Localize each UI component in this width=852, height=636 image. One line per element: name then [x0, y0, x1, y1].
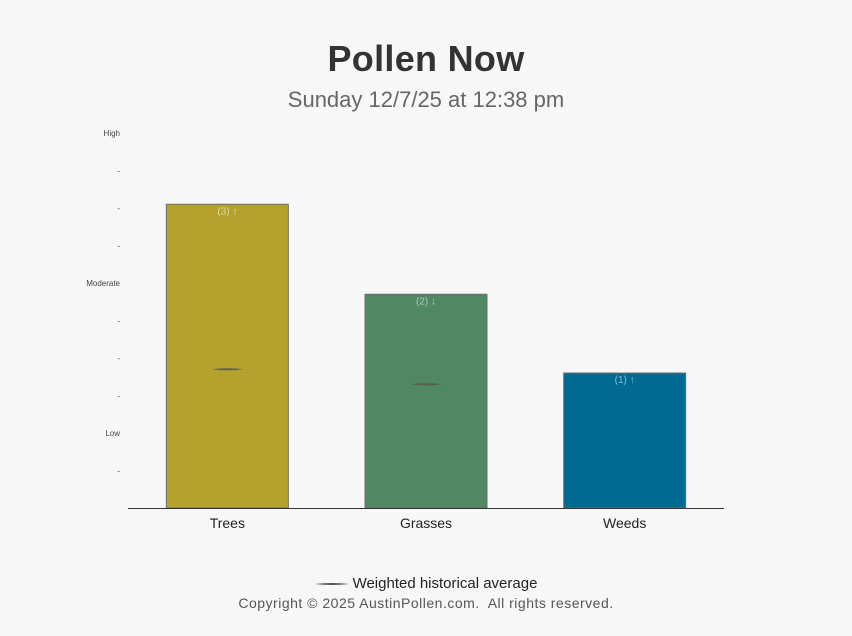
legend-label: Weighted historical average [352, 575, 538, 592]
chart-title: Pollen Now [327, 38, 525, 79]
x-tick-label: Trees [210, 515, 245, 531]
y-tick-label: High [104, 129, 120, 138]
y-tick-label: - [117, 242, 120, 251]
bar-value-label: (1) ↑ [615, 375, 635, 386]
legend: Weighted historical average [0, 575, 852, 592]
x-tick-label: Weeds [603, 515, 646, 531]
bar-value-label: (3) ↑ [217, 206, 237, 217]
y-tick-label: - [117, 317, 120, 326]
bar-value-label: (2) ↓ [416, 296, 436, 307]
historical-average-marker [410, 383, 442, 386]
y-tick-label: - [117, 392, 120, 401]
bar-grasses [364, 293, 488, 509]
copyright-notice: Copyright © 2025 AustinPollen.com. All r… [238, 595, 614, 611]
historical-average-marker [211, 368, 244, 371]
bar-trees [165, 203, 289, 509]
bar-weeds [563, 372, 687, 509]
y-tick-label: Low [105, 429, 120, 438]
y-tick-label: Moderate [86, 279, 120, 288]
y-tick-label: - [117, 204, 120, 213]
chart-subtitle: Sunday 12/7/25 at 12:38 pm [287, 87, 565, 112]
historical-average-legend-swatch [314, 583, 349, 586]
y-tick-label: - [117, 354, 120, 363]
y-tick-label: - [117, 167, 120, 176]
y-tick-label: - [117, 467, 120, 476]
x-tick-label: Grasses [400, 515, 452, 531]
